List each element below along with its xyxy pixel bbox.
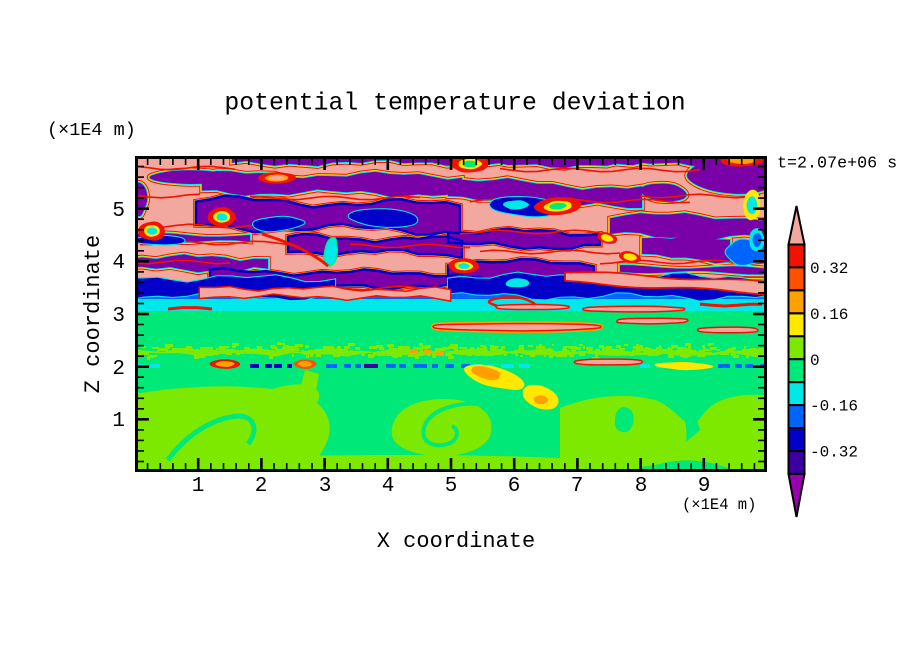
svg-text:t=2.07e+06 s: t=2.07e+06 s (777, 155, 897, 174)
svg-text:7: 7 (571, 475, 584, 498)
svg-text:-0.16: -0.16 (810, 398, 858, 416)
svg-text:4: 4 (382, 475, 395, 498)
svg-text:5: 5 (112, 200, 125, 223)
svg-text:1: 1 (112, 410, 125, 433)
svg-text:(×1E4 m): (×1E4 m) (47, 120, 136, 141)
svg-text:3: 3 (112, 305, 125, 328)
svg-text:4: 4 (112, 252, 125, 275)
svg-text:0.16: 0.16 (810, 306, 848, 324)
svg-text:3: 3 (319, 475, 332, 498)
svg-text:5: 5 (445, 475, 458, 498)
svg-text:(×1E4 m): (×1E4 m) (682, 496, 756, 514)
svg-text:Z coordinate: Z coordinate (81, 235, 106, 393)
svg-text:0.32: 0.32 (810, 260, 848, 278)
svg-text:-0.32: -0.32 (810, 444, 858, 462)
svg-text:2: 2 (112, 358, 125, 381)
svg-text:8: 8 (635, 475, 648, 498)
svg-text:6: 6 (508, 475, 521, 498)
svg-text:9: 9 (698, 475, 711, 498)
svg-text:2: 2 (255, 475, 268, 498)
svg-text:0: 0 (810, 352, 820, 370)
svg-text:1: 1 (192, 475, 205, 498)
svg-text:potential temperature deviatio: potential temperature deviation (224, 90, 685, 118)
svg-text:X coordinate: X coordinate (377, 529, 535, 554)
